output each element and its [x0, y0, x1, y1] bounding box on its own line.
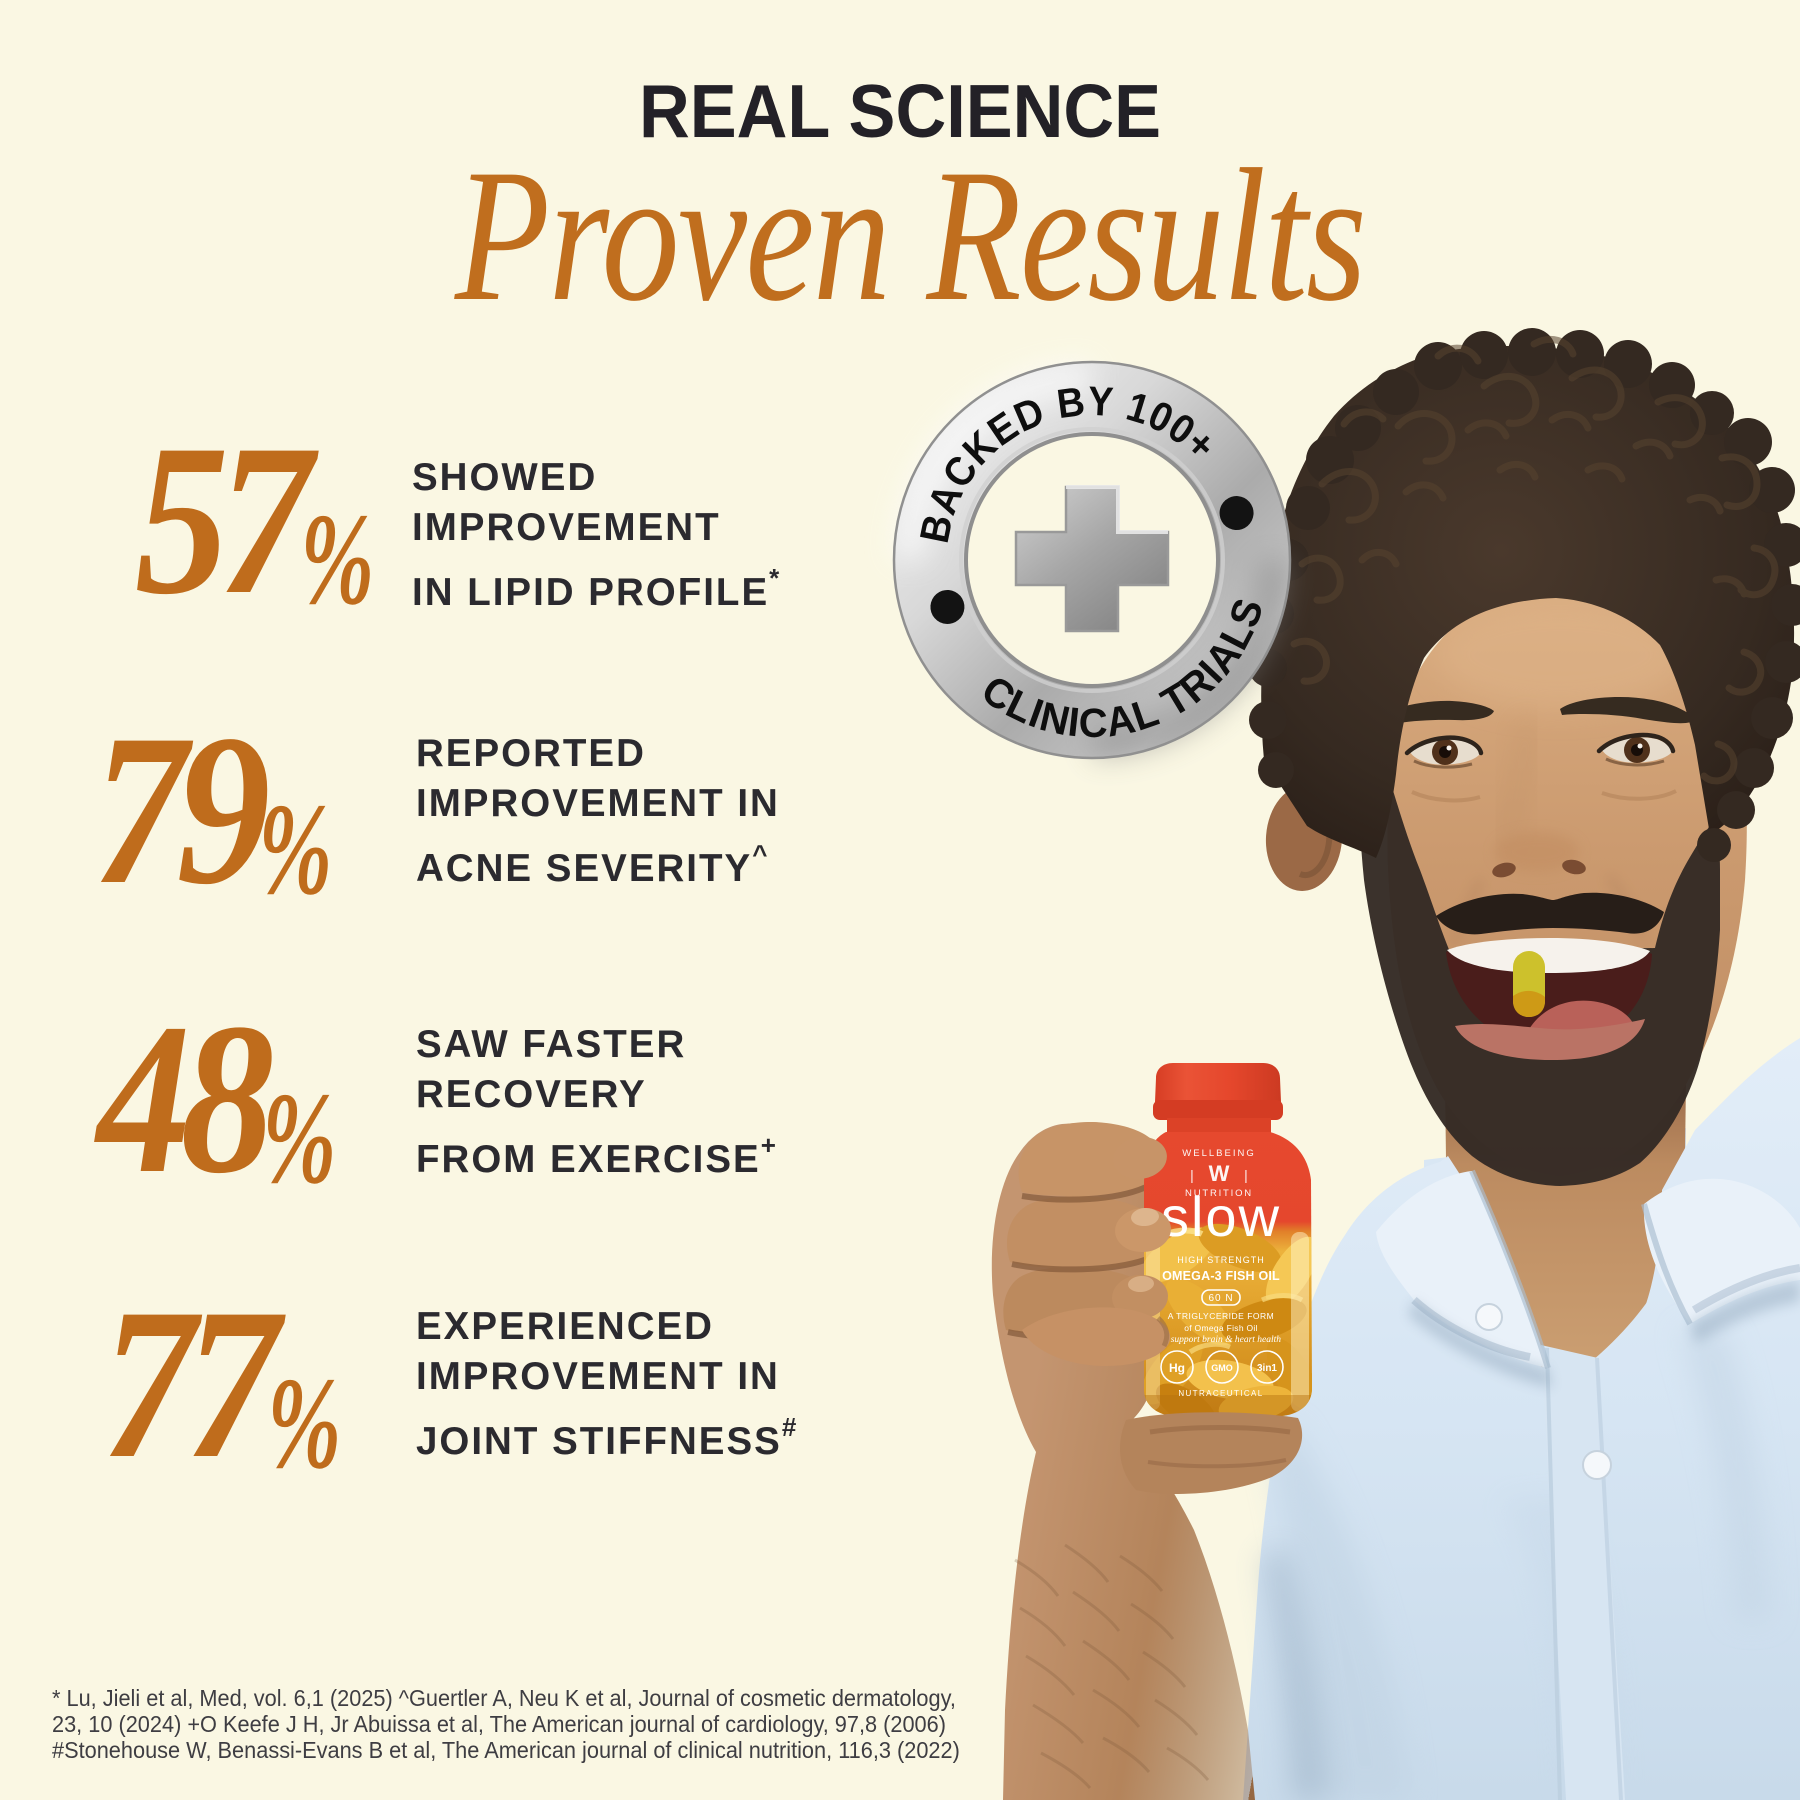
svg-text:NUTRITION: NUTRITION [1185, 1188, 1253, 1199]
svg-text:slow: slow [1161, 1185, 1281, 1248]
svg-text:60 N: 60 N [1208, 1293, 1233, 1304]
svg-text:A TRIGLYCERIDE FORM: A TRIGLYCERIDE FORM [1168, 1311, 1274, 1321]
svg-text:WELLBEING: WELLBEING [1182, 1148, 1255, 1159]
svg-text:W: W [1209, 1161, 1230, 1186]
svg-text:to support brain & heart healt: to support brain & heart health [1161, 1335, 1281, 1345]
svg-text:NUTRACEUTICAL: NUTRACEUTICAL [1178, 1389, 1263, 1398]
svg-text:of Omega Fish Oil: of Omega Fish Oil [1184, 1323, 1258, 1333]
svg-text:GMO: GMO [1211, 1363, 1233, 1373]
svg-text:HIGH STRENGTH: HIGH STRENGTH [1177, 1255, 1265, 1265]
svg-text:|: | [1190, 1167, 1194, 1183]
svg-text:OMEGA-3 FISH OIL: OMEGA-3 FISH OIL [1162, 1269, 1280, 1283]
svg-text:Hg: Hg [1169, 1361, 1185, 1375]
svg-text:3in1: 3in1 [1257, 1363, 1277, 1374]
svg-text:|: | [1244, 1167, 1248, 1183]
